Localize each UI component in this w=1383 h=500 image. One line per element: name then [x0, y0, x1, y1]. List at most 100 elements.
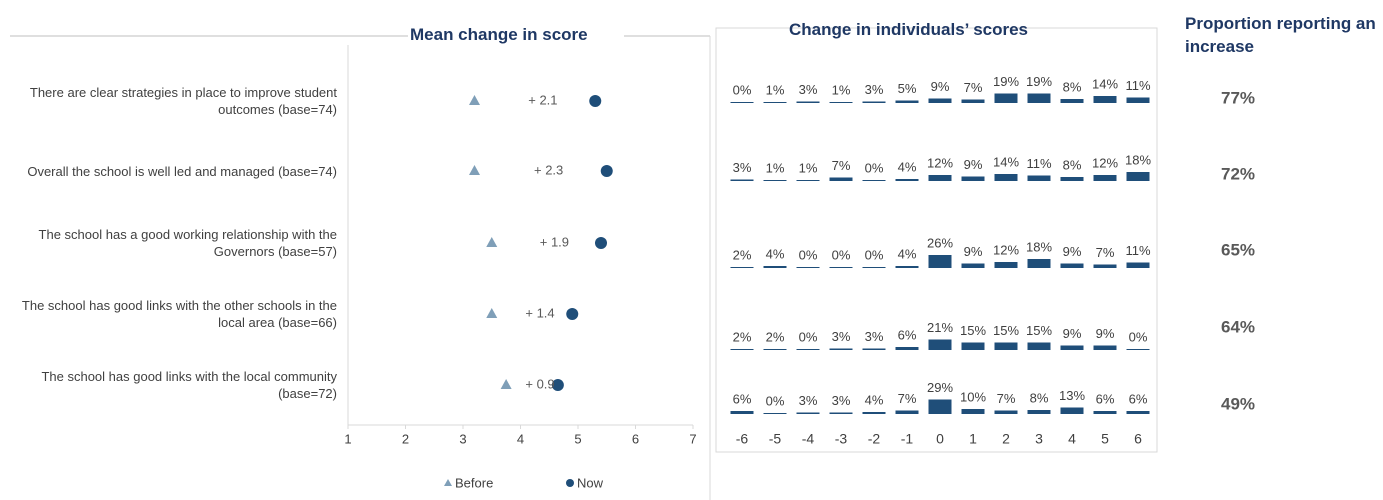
- value-label: 0%: [865, 160, 884, 175]
- change-annotation: + 2.3: [534, 162, 563, 177]
- bar: [928, 255, 952, 268]
- value-label: 0%: [865, 247, 884, 262]
- bar: [895, 347, 919, 350]
- x-tick-label: 5: [1101, 431, 1109, 447]
- bar: [895, 266, 919, 268]
- x-tick-label: -1: [901, 431, 914, 447]
- now-marker: [600, 165, 613, 177]
- bar: [1027, 259, 1051, 268]
- change-annotation: + 2.1: [528, 92, 557, 107]
- bar: [895, 179, 919, 181]
- bar: [1027, 93, 1051, 103]
- bar: [1126, 172, 1150, 181]
- value-label: 4%: [898, 159, 917, 174]
- value-label: 7%: [997, 391, 1016, 406]
- value-label: 11%: [1026, 156, 1051, 171]
- value-label: 3%: [865, 82, 884, 97]
- panel-frame: [715, 27, 1158, 453]
- proportion-label: 65%: [1221, 240, 1255, 259]
- x-tick-label: 3: [1035, 431, 1043, 447]
- before-marker: [469, 165, 480, 175]
- value-label: 6%: [898, 327, 917, 342]
- bar: [961, 263, 985, 268]
- value-label: 0%: [799, 247, 818, 262]
- value-label: 9%: [964, 157, 983, 172]
- x-tick-label: 6: [1134, 431, 1142, 447]
- bar: [796, 267, 820, 268]
- bar: [1027, 175, 1051, 181]
- value-label: 9%: [931, 79, 950, 94]
- proportion-label: 49%: [1221, 394, 1255, 413]
- value-label: 19%: [993, 74, 1019, 89]
- value-label: 18%: [1026, 239, 1052, 254]
- bar: [1093, 264, 1117, 268]
- bar: [829, 177, 853, 181]
- value-label: 7%: [1096, 245, 1115, 260]
- bar: [1126, 411, 1150, 414]
- legend-marker: [566, 479, 574, 487]
- legend-label: Before: [455, 475, 493, 490]
- x-tick-label: -5: [769, 431, 782, 447]
- bar: [796, 349, 820, 350]
- bar: [829, 102, 853, 103]
- value-label: 14%: [1092, 76, 1118, 91]
- bar: [994, 174, 1018, 181]
- bar: [1126, 349, 1150, 350]
- bar: [928, 175, 952, 181]
- value-label: 8%: [1030, 390, 1049, 405]
- bar: [730, 411, 754, 414]
- change-annotation: + 0.9: [525, 376, 554, 391]
- value-label: 3%: [733, 160, 752, 175]
- bar: [994, 262, 1018, 268]
- value-label: 7%: [964, 80, 983, 95]
- bar: [730, 267, 754, 268]
- value-label: 0%: [832, 247, 851, 262]
- value-label: 0%: [766, 393, 785, 408]
- bar: [796, 180, 820, 181]
- bar: [1027, 410, 1051, 414]
- value-label: 9%: [1063, 244, 1082, 259]
- value-label: 6%: [1096, 391, 1115, 406]
- x-tick-label: 3: [459, 431, 466, 446]
- value-label: 0%: [1129, 329, 1148, 344]
- x-tick-label: 1: [344, 431, 351, 446]
- proportion-label: 64%: [1221, 317, 1255, 336]
- value-label: 3%: [799, 82, 818, 97]
- value-label: 21%: [927, 320, 953, 335]
- chart-title: Mean change in score: [410, 25, 588, 44]
- bar: [730, 102, 754, 103]
- x-tick-label: 2: [402, 431, 409, 446]
- value-label: 29%: [927, 380, 953, 395]
- value-label: 8%: [1063, 79, 1082, 94]
- value-label: 3%: [832, 393, 851, 408]
- x-tick-label: -3: [835, 431, 848, 447]
- proportion-label: 77%: [1221, 88, 1255, 107]
- before-marker: [469, 95, 480, 105]
- bar: [994, 410, 1018, 414]
- x-tick-label: 0: [936, 431, 944, 447]
- bar: [994, 342, 1018, 350]
- bar: [928, 339, 952, 350]
- chart-title: Change in individuals’ scores: [789, 20, 1029, 39]
- value-label: 8%: [1063, 157, 1082, 172]
- category-label: The school has a good working relationsh…: [38, 227, 337, 259]
- x-tick-label: 7: [689, 431, 696, 446]
- value-label: 26%: [927, 235, 953, 250]
- value-label: 3%: [865, 329, 884, 344]
- x-tick-label: -6: [736, 431, 749, 447]
- bar: [829, 348, 853, 350]
- bar: [862, 412, 886, 414]
- bar: [961, 99, 985, 103]
- value-label: 4%: [898, 246, 917, 261]
- value-label: 10%: [960, 389, 986, 404]
- value-label: 1%: [766, 82, 785, 97]
- value-label: 12%: [993, 242, 1019, 257]
- bar: [763, 180, 787, 181]
- value-label: 12%: [1092, 155, 1118, 170]
- bar: [862, 101, 886, 103]
- bar: [862, 180, 886, 181]
- value-label: 18%: [1125, 152, 1151, 167]
- value-label: 1%: [832, 82, 851, 97]
- value-label: 2%: [733, 329, 752, 344]
